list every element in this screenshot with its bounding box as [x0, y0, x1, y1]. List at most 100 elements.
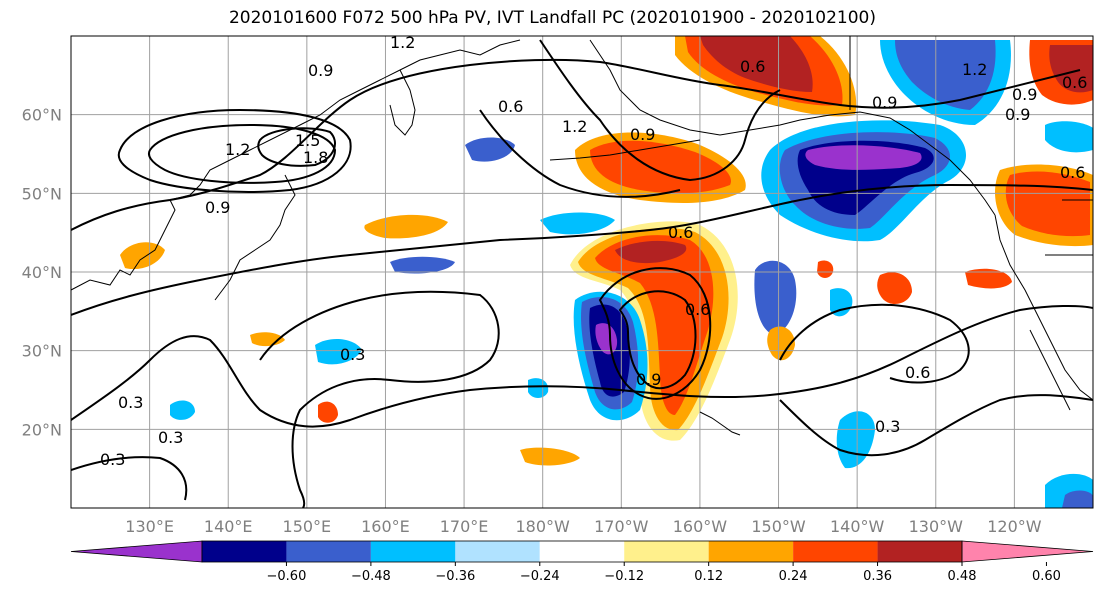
longitude-tick-label: 130°W	[909, 517, 964, 536]
graticule	[71, 36, 1093, 508]
colorbar-tick-label: −0.60	[267, 569, 307, 584]
colorbar-extend-min	[70, 540, 203, 563]
colorbar-swatch	[877, 541, 962, 562]
longitude-tick-label: 160°E	[361, 517, 410, 536]
contour-label-group: 0.9 1.2 1.5 1.8 0.9 0.6 1.2 0.6 0.9 0.6 …	[100, 33, 1087, 469]
colorbar-tick-label: −0.12	[604, 569, 644, 584]
coast-alaska	[589, 39, 996, 216]
contour-east-south	[779, 394, 1093, 457]
negative-anomaly-east-4	[1045, 121, 1093, 153]
latitude-tick-label: 40°N	[22, 263, 62, 282]
coast-baja	[1029, 329, 1071, 411]
positive-anomaly-west-2	[120, 242, 165, 270]
coast-hawaii	[699, 411, 741, 436]
longitude-tick-label: 170°W	[594, 517, 649, 536]
map-frame	[70, 35, 1094, 509]
negative-anomaly-north-alaska-2	[895, 40, 996, 110]
contour-label: 1.2	[962, 60, 987, 79]
positive-anomaly-west-5	[318, 401, 338, 423]
negative-anomaly-west-4	[315, 338, 362, 365]
contour-label: 0.9	[1012, 85, 1037, 104]
contour-closed-low-3	[257, 127, 336, 167]
positive-anomaly-central-4	[615, 240, 687, 264]
contour-label: 0.6	[685, 300, 710, 319]
colorbar-swatch	[455, 541, 540, 562]
colorbar-extend-max	[961, 540, 1094, 563]
coast-kamchatka	[389, 69, 416, 136]
contour-closed-low-2	[147, 123, 337, 184]
coastlines	[71, 36, 1093, 436]
positive-anomaly-central-3	[595, 235, 714, 415]
contour-label: 0.9	[308, 61, 333, 80]
pc-shading	[120, 36, 1093, 508]
negative-anomaly-gulf-alaska-4	[805, 145, 922, 170]
contour-label: 0.9	[1005, 105, 1030, 124]
negative-anomaly-east-2	[836, 411, 875, 469]
colorbar-tick-label: 0.60	[1032, 569, 1061, 584]
contour-label: 0.9	[630, 125, 655, 144]
negative-anomaly-west-1	[465, 137, 515, 162]
latitude-labels: 20°N 30°N 40°N 50°N 60°N	[22, 106, 62, 440]
contour-label: 0.9	[205, 198, 230, 217]
contour-ridge	[539, 39, 781, 182]
contour-label: 1.2	[390, 33, 415, 52]
longitude-tick-label: 140°W	[830, 517, 885, 536]
contour-label: 0.6	[740, 57, 765, 76]
pv-contours	[71, 39, 1093, 508]
colorbar-tick-label: −0.48	[351, 569, 391, 584]
negative-anomaly-sw-corner-2	[1062, 490, 1093, 508]
colorbar-tick-label: 0.24	[779, 569, 808, 584]
positive-anomaly-west-1	[364, 214, 448, 239]
contour-0.6-mid	[71, 183, 1093, 316]
contour-label: 0.3	[158, 428, 183, 447]
map-area: 0.9 1.2 1.5 1.8 0.9 0.6 1.2 0.6 0.9 0.6 …	[71, 33, 1093, 508]
latitude-tick-label: 60°N	[22, 106, 62, 125]
longitude-tick-label: 120°W	[987, 517, 1042, 536]
longitude-tick-label: 170°E	[440, 517, 489, 536]
colorbar-tick-label: −0.36	[435, 569, 475, 584]
map-title: 2020101600 F072 500 hPa PV, IVT Landfall…	[228, 8, 876, 28]
contour-trough	[479, 109, 681, 198]
contour-label: 1.2	[562, 117, 587, 136]
negative-anomaly-west-2	[540, 212, 615, 235]
latitude-tick-label: 20°N	[22, 420, 62, 439]
positive-anomaly-east-1	[877, 272, 912, 304]
contour-label: 0.3	[340, 345, 365, 364]
latitude-tick-label: 50°N	[22, 184, 62, 203]
contour-label: 0.6	[1062, 73, 1087, 92]
coast-asia	[71, 39, 521, 291]
longitude-tick-label: 150°E	[283, 517, 332, 536]
contour-label: 0.3	[100, 450, 125, 469]
positive-anomaly-west-3	[250, 332, 285, 347]
colorbar-swatch	[624, 541, 709, 562]
contour-label: 0.6	[498, 97, 523, 116]
contour-label: 0.6	[668, 223, 693, 242]
colorbar-tick-label: 0.12	[694, 569, 723, 584]
longitude-tick-label: 160°W	[673, 517, 728, 536]
colorbar-swatch	[708, 541, 794, 562]
latitude-tick-label: 30°N	[22, 342, 62, 361]
colorbar-swatch	[370, 541, 456, 562]
negative-anomaly-east-1	[754, 260, 797, 335]
negative-anomaly-west-6	[528, 378, 549, 398]
coast-na-west	[994, 214, 1093, 401]
colorbar-outline	[201, 540, 963, 563]
colorbar-swatch	[793, 541, 878, 562]
contour-west-south	[259, 290, 500, 508]
colorbar-swatch	[539, 541, 625, 562]
colorbar-swatch	[286, 541, 371, 562]
contour-sw	[71, 456, 188, 501]
positive-anomaly-bering-3	[700, 36, 813, 92]
contour-label: 1.8	[303, 148, 328, 167]
longitude-labels: 130°E 140°E 150°E 160°E 170°E 180°W 170°W 160°W…	[125, 517, 1041, 536]
longitude-tick-label: 130°E	[125, 517, 174, 536]
colorbar-swatch	[202, 541, 287, 562]
contour-label: 0.6	[905, 363, 930, 382]
coast-aleutians	[549, 139, 701, 161]
contour-label: 1.5	[295, 131, 320, 150]
contour-0.9-north	[71, 58, 1081, 231]
contour-0.3-south	[71, 304, 1093, 428]
longitude-tick-label: 150°W	[751, 517, 806, 536]
negative-anomaly-west-5	[170, 400, 195, 420]
